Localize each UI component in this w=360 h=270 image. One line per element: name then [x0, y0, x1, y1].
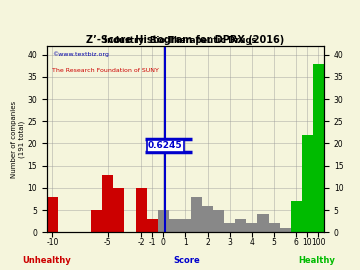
Bar: [313, 64, 324, 232]
Bar: [269, 223, 280, 232]
Bar: [102, 174, 113, 232]
Text: Industry: Bio Therapeutic Drugs: Industry: Bio Therapeutic Drugs: [104, 36, 256, 45]
Bar: [302, 135, 313, 232]
Bar: [224, 223, 235, 232]
Bar: [191, 197, 202, 232]
Bar: [246, 223, 257, 232]
Bar: [235, 219, 246, 232]
Text: Healthy: Healthy: [298, 256, 335, 265]
Text: 0.6245: 0.6245: [148, 141, 183, 150]
Bar: [257, 214, 269, 232]
Text: Score: Score: [174, 256, 201, 265]
Bar: [135, 188, 147, 232]
Bar: [113, 188, 125, 232]
Bar: [47, 197, 58, 232]
Bar: [169, 219, 180, 232]
Bar: [213, 210, 224, 232]
Title: Z’-Score Histogram for DPRX (2016): Z’-Score Histogram for DPRX (2016): [86, 35, 284, 45]
Text: The Research Foundation of SUNY: The Research Foundation of SUNY: [52, 68, 159, 73]
Bar: [91, 210, 102, 232]
Y-axis label: Number of companies
(191 total): Number of companies (191 total): [11, 100, 24, 178]
Text: Unhealthy: Unhealthy: [22, 256, 71, 265]
Bar: [158, 210, 169, 232]
Bar: [202, 205, 213, 232]
Bar: [280, 228, 291, 232]
Bar: [291, 201, 302, 232]
Bar: [180, 219, 191, 232]
Bar: [147, 219, 158, 232]
Text: ©www.textbiz.org: ©www.textbiz.org: [52, 52, 109, 57]
